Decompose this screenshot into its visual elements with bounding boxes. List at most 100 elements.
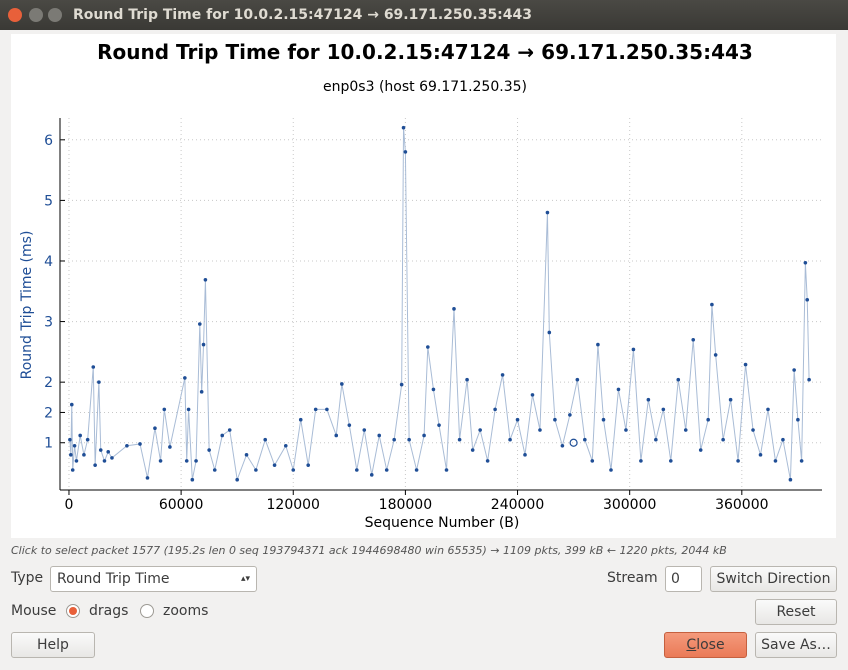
data-point <box>431 387 436 392</box>
data-point <box>743 362 748 367</box>
data-point <box>590 459 595 463</box>
data-point <box>639 459 643 463</box>
data-point <box>227 428 232 432</box>
data-point <box>568 413 572 417</box>
button-text: Switch Direction <box>716 571 831 587</box>
button-text: Reset <box>776 604 816 620</box>
y-tick-label: 5 <box>44 193 53 209</box>
data-point <box>74 459 79 463</box>
switch-direction-button[interactable]: Switch Direction <box>710 566 837 592</box>
data-point <box>203 277 208 282</box>
save-as-button[interactable]: Save As… <box>755 632 837 658</box>
data-point <box>162 407 167 412</box>
data-point <box>465 377 469 382</box>
data-point <box>710 302 714 307</box>
data-point <box>668 459 673 463</box>
data-point <box>728 397 733 402</box>
data-point <box>186 407 191 412</box>
x-tick-label: 240000 <box>491 497 544 513</box>
drags-label: drags <box>89 603 129 619</box>
data-point <box>530 393 535 397</box>
data-point <box>758 453 763 457</box>
data-point <box>401 125 406 130</box>
y-tick-label: 4 <box>44 254 53 270</box>
data-point <box>384 468 389 472</box>
data-point <box>721 437 725 442</box>
close-button[interactable]: Close <box>664 632 747 658</box>
stream-spinbox[interactable]: 0 <box>665 566 702 592</box>
x-tick-label: 360000 <box>715 497 768 513</box>
data-point <box>654 437 658 442</box>
x-tick-label: 60000 <box>159 497 204 513</box>
data-point <box>575 377 580 382</box>
data-point <box>306 463 311 467</box>
data-point <box>98 448 103 452</box>
data-point <box>751 428 755 432</box>
data-point <box>190 477 195 482</box>
title-bar: Round Trip Time for 10.0.2.15:47124 → 69… <box>0 0 848 30</box>
data-point <box>399 382 404 387</box>
data-point <box>493 407 497 412</box>
x-tick-label: 120000 <box>267 497 320 513</box>
zooms-radio[interactable] <box>140 604 154 618</box>
data-point <box>70 468 75 472</box>
button-text: Save As… <box>761 637 831 653</box>
data-point <box>553 417 557 422</box>
chart-title: Round Trip Time for 10.0.2.15:47124 → 69… <box>97 40 753 64</box>
data-point <box>194 459 198 463</box>
data-point <box>545 210 550 215</box>
minimize-window[interactable] <box>29 8 43 22</box>
data-point <box>183 376 187 380</box>
data-point <box>698 448 703 452</box>
status-text: Click to select packet 1577 (195.2s len … <box>11 544 727 557</box>
y-tick-label: 3 <box>44 315 53 331</box>
close-window[interactable] <box>8 8 22 22</box>
data-point <box>91 365 96 369</box>
type-select[interactable]: Round Trip Time ▴▾ <box>50 566 257 592</box>
data-point <box>624 428 628 432</box>
data-point <box>199 390 204 394</box>
data-point <box>560 443 565 448</box>
data-point <box>616 387 621 392</box>
chart[interactable]: Round Trip Time for 10.0.2.15:47124 → 69… <box>11 34 836 538</box>
data-point <box>547 330 552 335</box>
data-point <box>125 443 129 448</box>
y-tick-label: 2 <box>44 375 53 391</box>
data-point <box>355 468 359 472</box>
y-tick-label: 2 <box>44 405 53 421</box>
select-arrow: ▴▾ <box>240 574 250 584</box>
help-button[interactable]: Help <box>11 632 95 658</box>
data-point <box>72 443 77 448</box>
data-point <box>153 426 157 431</box>
data-point <box>470 448 475 452</box>
data-point <box>805 297 810 302</box>
data-point <box>334 433 339 438</box>
data-point <box>347 423 352 427</box>
drags-radio[interactable] <box>66 604 80 618</box>
data-point <box>452 307 456 311</box>
data-point <box>422 433 426 438</box>
data-point <box>93 463 97 467</box>
maximize-window[interactable] <box>48 8 62 22</box>
data-point <box>340 382 344 386</box>
x-tick-label: 300000 <box>603 497 656 513</box>
data-point <box>631 347 636 352</box>
data-point <box>392 437 396 442</box>
data-point <box>773 459 778 463</box>
type-label: Type <box>11 570 44 586</box>
data-point <box>583 437 587 442</box>
data-point <box>377 433 382 438</box>
data-point <box>220 433 225 438</box>
data-point <box>781 437 785 442</box>
data-point <box>766 407 770 412</box>
data-point <box>414 468 419 472</box>
data-point <box>407 437 411 442</box>
reset-button[interactable]: Reset <box>755 599 837 625</box>
data-point <box>212 468 217 472</box>
data-point <box>661 407 666 412</box>
data-point <box>69 402 74 407</box>
data-point <box>85 437 90 442</box>
data-point <box>478 428 482 432</box>
data-point <box>313 407 318 412</box>
